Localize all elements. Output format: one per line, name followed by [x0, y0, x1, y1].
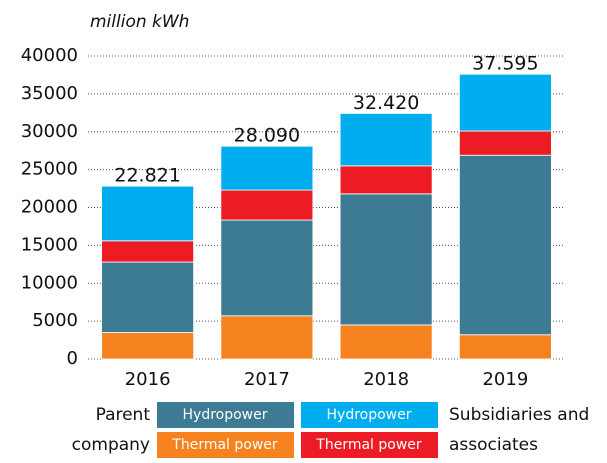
legend-swatch	[157, 432, 294, 458]
y-tick-label: 5000	[32, 310, 78, 331]
legend-label: Thermal power	[315, 437, 422, 453]
legend-label: Hydropower	[327, 407, 412, 423]
bar-segment	[220, 189, 314, 221]
bar-segment	[339, 165, 433, 195]
legend-group: company	[72, 435, 150, 455]
bar-segment	[458, 130, 552, 156]
x-tick-label: 2018	[363, 369, 409, 390]
bar-segment	[339, 193, 433, 326]
bar-segment	[220, 315, 314, 360]
total-label: 32.420	[353, 92, 419, 114]
y-tick-label: 0	[67, 348, 78, 369]
bar-segment	[101, 332, 195, 360]
y-tick-label: 20000	[21, 197, 78, 218]
y-tick-label: 15000	[21, 234, 78, 255]
bar-segment	[101, 240, 195, 263]
total-label: 22.821	[114, 165, 180, 187]
legend-swatch	[301, 432, 438, 458]
legend-group: Subsidiaries and	[449, 405, 589, 425]
legend-label: Hydropower	[183, 407, 268, 423]
legend-group: Parent	[96, 405, 151, 425]
legend-swatch	[157, 402, 294, 428]
bar-segment	[220, 219, 314, 317]
bar-segment	[220, 145, 314, 191]
legend-group: associates	[449, 435, 538, 455]
legend-swatch	[301, 402, 438, 428]
x-tick-label: 2016	[125, 369, 171, 390]
bar-segment	[458, 334, 552, 360]
bar-segment	[101, 261, 195, 333]
y-tick-label: 40000	[21, 45, 78, 66]
x-tick-label: 2017	[244, 369, 290, 390]
x-tick-label: 2019	[482, 369, 528, 390]
y-tick-label: 10000	[21, 272, 78, 293]
bar-segment	[339, 324, 433, 360]
bar-segment	[339, 113, 433, 167]
bar-segment	[101, 185, 195, 242]
y-tick-label: 25000	[21, 159, 78, 180]
total-label: 28.090	[234, 125, 300, 147]
y-tick-label: 30000	[21, 121, 78, 142]
legend-label: Thermal power	[171, 437, 278, 453]
y-tick-label: 35000	[21, 83, 78, 104]
unit-label: million kWh	[90, 12, 189, 32]
bar-segment	[458, 154, 552, 336]
bar-segment	[458, 73, 552, 132]
total-label: 37.595	[472, 53, 538, 75]
